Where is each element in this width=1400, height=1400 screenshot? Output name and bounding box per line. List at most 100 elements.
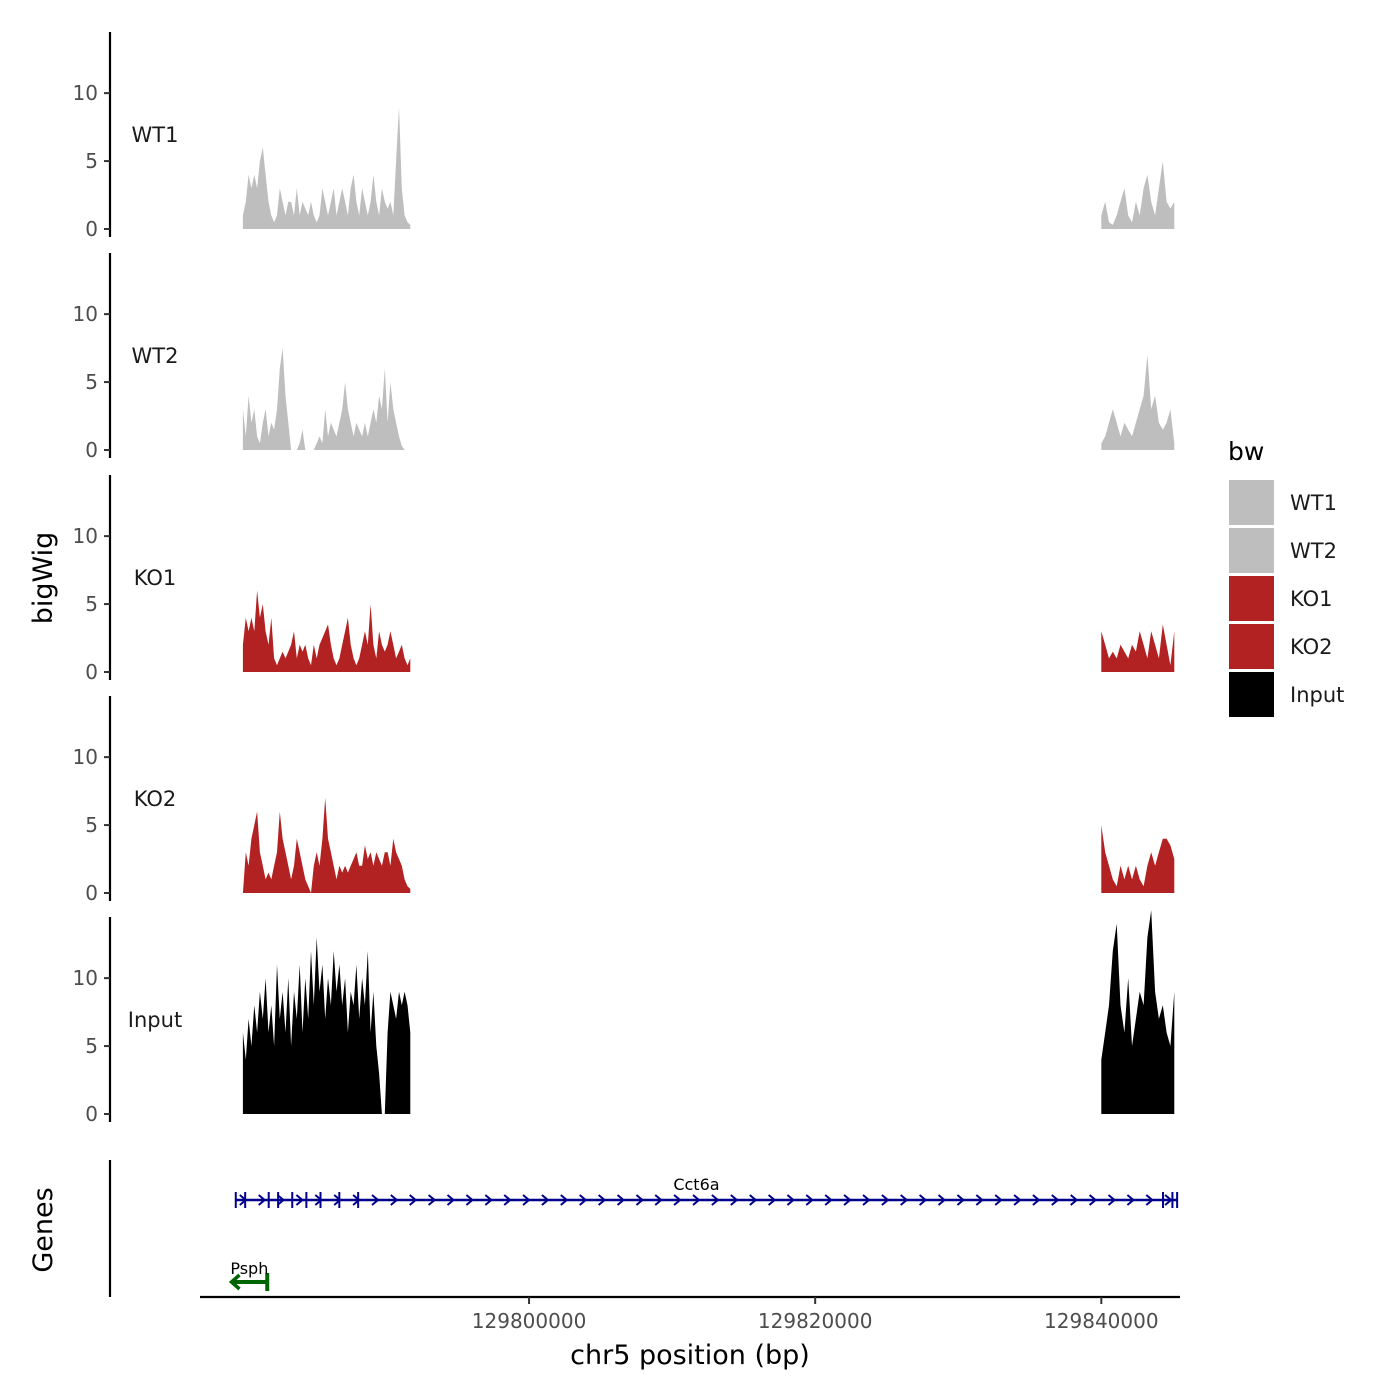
coverage-area-wt2-1: [242, 348, 411, 450]
strand-chevron: [711, 1194, 720, 1206]
legend-swatch-ko2: [1229, 624, 1274, 669]
strand-chevron: [862, 1194, 871, 1206]
strand-chevron: [295, 1194, 304, 1206]
strand-chevron: [616, 1194, 626, 1206]
strand-chevron: [541, 1194, 550, 1206]
gene-cct6a: Cct6a: [234, 1175, 1179, 1208]
strand-chevron: [654, 1194, 663, 1206]
track-panel-wt1: 0 5 10 WT1: [73, 32, 1175, 241]
y-tick-label: 5: [85, 813, 98, 837]
strand-chevron: [597, 1194, 607, 1206]
legend-label-wt2: WT2: [1290, 539, 1337, 563]
legend-title: bw: [1228, 437, 1264, 466]
legend-swatch-input: [1229, 672, 1274, 717]
x-tick-label: 129820000: [758, 1309, 873, 1333]
gene-label: Cct6a: [673, 1175, 719, 1194]
strand-chevron: [1032, 1194, 1041, 1206]
y-tick-label: 5: [85, 1034, 98, 1058]
strand-chevron: [1164, 1194, 1173, 1206]
strand-chevron: [522, 1194, 531, 1206]
strand-chevron: [1013, 1194, 1022, 1206]
strand-chevron: [239, 1194, 248, 1206]
strand-chevron: [767, 1194, 777, 1206]
strand-chevron: [843, 1194, 852, 1206]
y-tick-label: 10: [73, 524, 98, 548]
strand-chevron: [409, 1194, 418, 1206]
strand-chevron: [371, 1194, 380, 1206]
y-tick-label: 5: [85, 149, 98, 173]
strand-chevron: [503, 1194, 512, 1206]
x-tick-label: 129840000: [1044, 1309, 1159, 1333]
strand-chevron: [484, 1194, 493, 1206]
strand-chevron: [635, 1194, 644, 1206]
strand-chevron: [333, 1194, 342, 1206]
gene-label: Psph: [230, 1259, 268, 1278]
legend-swatch-wt2: [1229, 528, 1274, 573]
y-axis-title-bigwig: bigWig: [28, 532, 59, 625]
strand-arrow: [228, 1273, 241, 1291]
y-tick-label: 10: [73, 966, 98, 990]
strand-chevron: [937, 1194, 947, 1206]
y-tick-label: 0: [85, 217, 98, 241]
gene-psph: Psph: [228, 1259, 270, 1291]
coverage-area-input-1: [242, 937, 411, 1114]
track-label: KO1: [134, 566, 177, 590]
strand-chevron: [258, 1194, 267, 1206]
strand-chevron: [465, 1194, 474, 1206]
y-tick-label: 0: [85, 881, 98, 905]
coverage-area-input-2: [1101, 910, 1175, 1114]
strand-chevron: [975, 1194, 984, 1206]
strand-chevron: [1145, 1194, 1154, 1206]
strand-chevron: [1126, 1194, 1135, 1206]
strand-chevron: [579, 1194, 588, 1206]
x-axis-title: chr5 position (bp): [570, 1340, 810, 1371]
strand-chevron: [560, 1194, 569, 1206]
y-tick-label: 10: [73, 745, 98, 769]
legend: bw WT1 WT2 KO1 KO2 Input: [1228, 437, 1344, 717]
gene-annotation-panel: Cct6a Psph: [108, 1160, 1179, 1297]
x-axis: 129800000 129820000 129840000: [200, 1295, 1180, 1333]
legend-label-wt1: WT1: [1290, 491, 1337, 515]
strand-chevron: [786, 1194, 795, 1206]
track-panel-ko1: 0 5 10 KO1: [73, 475, 1175, 684]
strand-chevron: [956, 1194, 965, 1206]
strand-chevron: [918, 1194, 928, 1206]
y-axis-title-genes: Genes: [28, 1187, 59, 1272]
track-panel-input: 0 5 10 Input: [73, 910, 1175, 1126]
coverage-area-wt1-1: [242, 106, 411, 229]
strand-chevron: [276, 1194, 286, 1206]
strand-chevron: [824, 1194, 833, 1206]
strand-chevron: [730, 1194, 739, 1206]
strand-chevron: [692, 1194, 701, 1206]
strand-chevron: [1051, 1194, 1060, 1206]
strand-chevron: [314, 1194, 323, 1206]
strand-chevron: [427, 1194, 437, 1206]
strand-chevron: [1107, 1194, 1117, 1206]
coverage-area-ko2-2: [1101, 825, 1175, 893]
legend-label-input: Input: [1290, 683, 1344, 707]
coverage-area-wt1-2: [1101, 161, 1175, 229]
legend-label-ko1: KO1: [1290, 587, 1333, 611]
track-panel-ko2: 0 5 10 KO2: [73, 696, 1175, 905]
y-tick-label: 0: [85, 1102, 98, 1126]
strand-chevron: [446, 1194, 456, 1206]
strand-chevron: [805, 1194, 814, 1206]
strand-chevron: [390, 1194, 399, 1206]
strand-chevron: [749, 1194, 758, 1206]
strand-chevron: [1070, 1194, 1079, 1206]
y-tick-label: 10: [73, 302, 98, 326]
bigwig-track-panels: 0 5 10 WT1 0 5 10 WT2 0 5 10 KO1 0 5 10 KO2 0 5 10 Input: [73, 32, 1175, 1126]
coverage-area-ko1-1: [242, 590, 411, 672]
strand-chevron: [994, 1194, 1003, 1206]
strand-chevron: [1088, 1194, 1098, 1206]
strand-chevron: [673, 1194, 682, 1206]
y-tick-label: 0: [85, 660, 98, 684]
y-tick-label: 5: [85, 592, 98, 616]
track-label: WT1: [132, 123, 179, 147]
legend-swatch-wt1: [1229, 480, 1274, 525]
legend-label-ko2: KO2: [1290, 635, 1333, 659]
y-tick-label: 0: [85, 438, 98, 462]
coverage-area-wt2-2: [1101, 354, 1175, 450]
coverage-area-ko2-1: [242, 797, 411, 893]
